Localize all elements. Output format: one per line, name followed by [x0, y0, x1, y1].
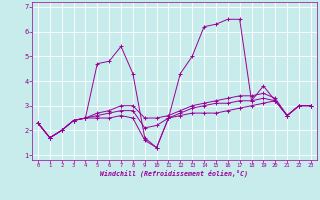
X-axis label: Windchill (Refroidissement éolien,°C): Windchill (Refroidissement éolien,°C): [100, 170, 248, 177]
